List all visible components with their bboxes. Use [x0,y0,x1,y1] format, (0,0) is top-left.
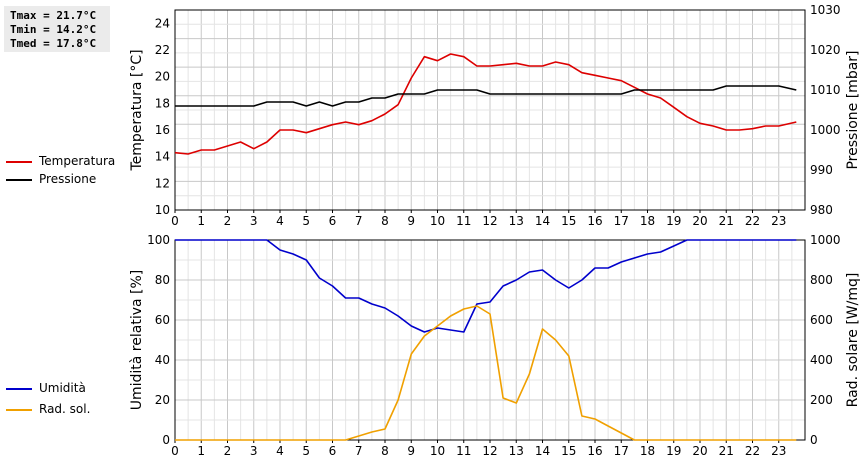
temp-press-y2-tick-label: 1000 [810,123,841,137]
temp-press-x-tick-label: 15 [561,214,576,228]
temp-press-y-tick-label: 24 [155,16,170,30]
hum-rad-x-tick-label: 20 [692,444,707,458]
temp-press-x-tick-label: 18 [640,214,655,228]
temp-press-x-tick-label: 1 [197,214,205,228]
legend-pressione-swatch [6,179,32,181]
temp-press-y-tick-label: 16 [155,123,170,137]
legend-temperatura-swatch [6,161,32,163]
temp-press-y2-tick-label: 1030 [810,3,841,17]
hum-rad-x-tick-label: 7 [355,444,363,458]
hum-rad-y-tick-label: 80 [155,273,170,287]
hum-rad-x-tick-label: 23 [771,444,786,458]
temp-press-x-tick-label: 12 [482,214,497,228]
tmin-stat: Tmin = 14.2°C [10,23,97,36]
hum-rad-y-tick-label: 40 [155,353,170,367]
hum-rad-x-tick-label: 19 [666,444,681,458]
temp-press-y-tick-label: 14 [155,150,170,164]
temp-press-x-tick-label: 6 [329,214,337,228]
temp-press-x-tick-label: 23 [771,214,786,228]
temp-press-y2-tick-label: 990 [810,163,833,177]
temp-press-x-tick-label: 17 [614,214,629,228]
hum-rad-x-tick-label: 2 [224,444,232,458]
temp-press-y-tick-label: 18 [155,96,170,110]
hum-rad-y2-tick-label: 400 [810,353,833,367]
temp-press-x-tick-label: 22 [745,214,760,228]
hum-rad-x-tick-label: 5 [302,444,310,458]
temp-press-x-tick-label: 19 [666,214,681,228]
hum-rad-y2label: Rad. solare [W/mq] [845,273,860,408]
hum-rad-x-tick-label: 14 [535,444,550,458]
hum-rad-y2-tick-label: 1000 [810,233,841,247]
hum-rad-y2-tick-label: 0 [810,433,818,447]
hum-rad-x-tick-label: 0 [171,444,179,458]
hum-rad-y-tick-label: 60 [155,313,170,327]
legend-umidita-swatch [6,388,32,390]
temp-press-x-tick-label: 9 [407,214,415,228]
temp-press-y-tick-label: 20 [155,70,170,84]
temp-press-x-tick-label: 4 [276,214,284,228]
hum-rad-x-tick-label: 3 [250,444,258,458]
hum-rad-ylabel: Umidità relativa [%] [129,270,145,411]
temp-press-x-tick-label: 21 [719,214,734,228]
tmax-stat: Tmax = 21.7°C [10,9,97,22]
hum-rad-x-tick-label: 16 [587,444,602,458]
hum-rad-x-tick-label: 22 [745,444,760,458]
hum-rad-x-tick-label: 18 [640,444,655,458]
hum-rad-x-tick-label: 13 [509,444,524,458]
hum-rad-y-tick-label: 0 [162,433,170,447]
legend-radsol-label: Rad. sol. [39,402,91,416]
stats-box: Tmax = 21.7°C Tmin = 14.2°C Tmed = 17.8°… [4,6,110,52]
temp-press-x-tick-label: 0 [171,214,179,228]
temp-press-x-tick-label: 20 [692,214,707,228]
tmed-stat: Tmed = 17.8°C [10,37,97,50]
temp-press-x-tick-label: 13 [509,214,524,228]
hum-rad-y2-tick-label: 200 [810,393,833,407]
hum-rad-x-tick-label: 17 [614,444,629,458]
hum-rad-x-tick-label: 11 [456,444,471,458]
temp-press-y-tick-label: 22 [155,43,170,57]
temp-press-ylabel: Temperatura [°C] [129,49,145,171]
legend-temperatura-label: Temperatura [39,154,116,168]
hum-rad-series-umidit [175,239,797,333]
temp-press-series-temperatura [174,53,797,155]
temp-press-x-tick-label: 16 [587,214,602,228]
hum-rad-x-tick-label: 21 [719,444,734,458]
temp-press-y2-tick-label: 1010 [810,83,841,97]
hum-rad-x-tick-label: 12 [482,444,497,458]
temp-press-y-tick-label: 12 [155,176,170,190]
hum-rad-x-tick-label: 9 [407,444,415,458]
legend-radsol-swatch [6,409,32,411]
temp-press-x-tick-label: 2 [224,214,232,228]
temp-press-y2label: Pressione [mbar] [845,50,860,169]
hum-rad-x-tick-label: 15 [561,444,576,458]
hum-rad-y-tick-label: 20 [155,393,170,407]
hum-rad-x-tick-label: 10 [430,444,445,458]
hum-rad-x-tick-label: 4 [276,444,284,458]
temp-press-series-pressione [175,85,797,107]
hum-rad-y2-tick-label: 600 [810,313,833,327]
hum-rad-series-rad-sol [175,305,797,441]
hum-rad-y-tick-label: 100 [147,233,170,247]
temp-press-x-tick-label: 8 [381,214,389,228]
temp-press-x-tick-label: 3 [250,214,258,228]
temp-press-x-tick-label: 11 [456,214,471,228]
legend-pressione-label: Pressione [39,172,97,186]
temp-press-x-tick-label: 10 [430,214,445,228]
hum-rad-x-tick-label: 8 [381,444,389,458]
legend-umidita-label: Umidità [39,381,86,395]
temp-press-x-tick-label: 14 [535,214,550,228]
temp-press-y-tick-label: 10 [155,203,170,217]
hum-rad-x-tick-label: 6 [329,444,337,458]
hum-rad-x-tick-label: 1 [197,444,205,458]
temp-press-x-tick-label: 7 [355,214,363,228]
temp-press-x-tick-label: 5 [302,214,310,228]
hum-rad-y2-tick-label: 800 [810,273,833,287]
temp-press-y2-tick-label: 1020 [810,43,841,57]
temp-press-y2-tick-label: 980 [810,203,833,217]
